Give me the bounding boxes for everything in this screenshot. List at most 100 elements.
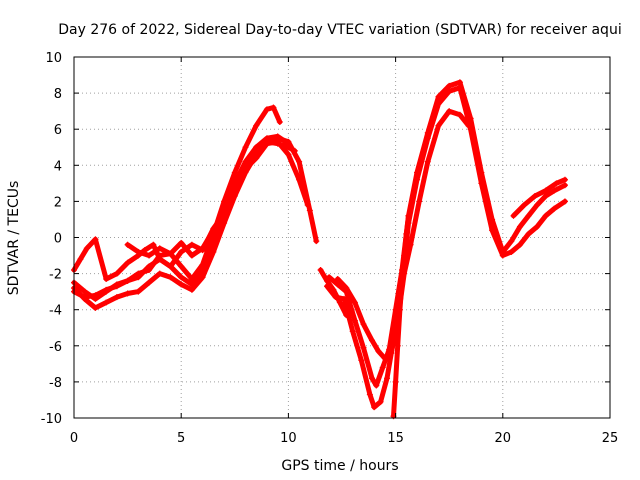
y-tick-label: 0 — [54, 232, 62, 247]
data-point — [403, 230, 410, 237]
data-point — [167, 250, 174, 257]
y-tick-label: 2 — [54, 195, 62, 210]
x-axis-title: GPS time / hours — [281, 458, 398, 474]
data-point — [167, 263, 174, 270]
data-point — [156, 256, 163, 263]
data-point — [377, 398, 384, 405]
data-point — [156, 270, 163, 277]
data-point — [551, 205, 558, 212]
data-point — [77, 256, 84, 263]
data-point — [336, 299, 343, 306]
data-point — [253, 155, 260, 162]
data-point — [296, 158, 303, 165]
x-tick-label: 5 — [177, 431, 185, 446]
data-point — [525, 230, 532, 237]
series-pass-a — [71, 135, 320, 311]
data-point — [351, 317, 358, 324]
data-point — [92, 236, 99, 243]
data-point — [146, 279, 153, 286]
data-point — [178, 239, 185, 246]
data-point — [394, 342, 401, 349]
tick-layer: 0 5 10 15 20 25 -10 -8 -6 -4 -2 0 2 4 6 8 10 — [41, 51, 619, 446]
data-point — [199, 245, 206, 252]
data-point — [103, 276, 110, 283]
data-point — [499, 248, 506, 255]
data-point — [407, 241, 414, 248]
data-point — [435, 122, 442, 129]
data-point — [334, 276, 341, 283]
data-point — [231, 169, 238, 176]
data-point — [135, 288, 142, 295]
data-point — [263, 135, 270, 142]
y-tick-label: -4 — [49, 304, 62, 319]
data-point — [456, 111, 463, 118]
data-point — [508, 248, 515, 255]
data-point — [542, 187, 549, 194]
data-point — [446, 82, 453, 89]
data-point — [542, 192, 549, 199]
data-point — [92, 304, 99, 311]
grid-layer — [74, 57, 610, 418]
data-point — [124, 277, 131, 284]
data-point — [360, 344, 367, 351]
y-axis-title: SDTVAR / TECUs — [6, 181, 22, 296]
data-point — [414, 169, 421, 176]
y-tick-label: 10 — [45, 51, 62, 66]
data-point — [199, 274, 206, 281]
series-pass-j — [390, 212, 412, 420]
data-point — [113, 283, 120, 290]
x-tick-label: 15 — [387, 431, 404, 446]
data-point — [388, 350, 395, 357]
data-point — [396, 306, 403, 313]
data-point — [375, 348, 382, 355]
data-point — [358, 357, 365, 364]
x-tick-label: 10 — [280, 431, 297, 446]
data-point — [178, 281, 185, 288]
data-point — [178, 248, 185, 255]
data-point — [270, 104, 277, 111]
data-point — [323, 277, 330, 284]
data-point — [306, 207, 313, 214]
data-point — [360, 321, 367, 328]
data-point — [561, 182, 568, 189]
data-point — [113, 294, 120, 301]
data-point — [242, 158, 249, 165]
data-point — [456, 79, 463, 86]
data-point — [371, 404, 378, 411]
data-point — [296, 176, 303, 183]
data-point — [178, 263, 185, 270]
data-point — [188, 286, 195, 293]
data-point — [516, 241, 523, 248]
series-layer — [71, 79, 568, 420]
data-point — [381, 355, 388, 362]
data-point — [551, 187, 558, 194]
data-point — [369, 375, 376, 382]
data-point — [424, 158, 431, 165]
data-point — [516, 223, 523, 230]
series-pass-d — [71, 138, 311, 283]
data-point — [253, 122, 260, 129]
data-point — [465, 122, 472, 129]
data-point — [178, 274, 185, 281]
data-point — [399, 279, 406, 286]
data-point — [561, 198, 568, 205]
data-point — [424, 129, 431, 136]
data-point — [221, 198, 228, 205]
data-point — [285, 140, 292, 147]
data-point — [401, 252, 408, 259]
x-tick-label: 25 — [602, 431, 619, 446]
data-point — [253, 144, 260, 151]
data-point — [561, 176, 568, 183]
data-point — [83, 245, 90, 252]
data-point — [384, 375, 391, 382]
y-tick-label: 6 — [54, 123, 62, 138]
data-point — [242, 144, 249, 151]
data-point — [276, 118, 283, 125]
y-tick-label: -10 — [41, 412, 62, 427]
data-point — [92, 292, 99, 299]
data-point — [199, 261, 206, 268]
data-point — [542, 212, 549, 219]
data-point — [167, 274, 174, 281]
data-point — [489, 216, 496, 223]
data-point — [508, 238, 515, 245]
